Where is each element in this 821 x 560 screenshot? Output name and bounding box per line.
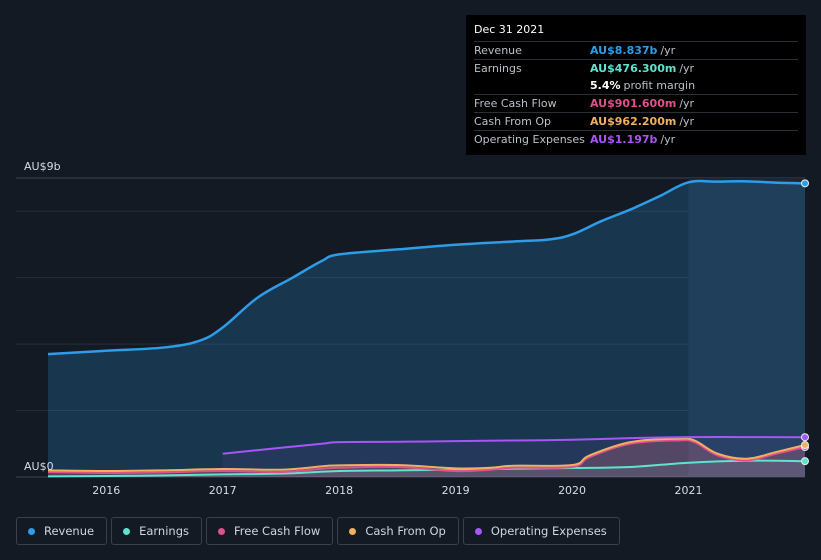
x-tick-label: 2017 [209, 484, 237, 497]
tooltip-row: Operating Expenses AU$1.197b/yr [474, 130, 798, 148]
legend-item-earnings[interactable]: Earnings [111, 517, 202, 545]
legend-item-free-cash-flow[interactable]: Free Cash Flow [206, 517, 334, 545]
earnings-end-marker [801, 457, 809, 466]
tooltip-row-unit: /yr [679, 97, 695, 110]
series-end-markers [801, 179, 809, 466]
earnings-line [47, 459, 806, 478]
legend-label: Cash From Op [365, 524, 446, 538]
legend-dot [474, 527, 482, 535]
operating-expenses-end-marker [801, 433, 809, 442]
series-areas [48, 180, 805, 477]
revenue-end-marker [801, 179, 809, 188]
tooltip-row-value: AU$901.600m [590, 97, 677, 110]
legend-label: Free Cash Flow [234, 524, 321, 538]
x-tick-label: 2016 [92, 484, 120, 497]
tooltip-row-value: AU$962.200m [590, 115, 677, 128]
legend-dot [349, 527, 357, 535]
legend-dot [28, 527, 35, 535]
tooltip-row-label: Free Cash Flow [474, 97, 557, 110]
tooltip-row: Free Cash Flow AU$901.600m/yr [474, 94, 798, 112]
free-cash-flow-line [47, 439, 806, 475]
tooltip-row-value: AU$1.197b [590, 133, 658, 146]
tooltip-row-label: Earnings [474, 62, 522, 75]
legend-item-cash-from-op[interactable]: Cash From Op [337, 517, 459, 545]
legend: Revenue Earnings Free Cash Flow Cash From O… [16, 517, 624, 545]
tooltip-rows: Revenue AU$8.837b/yr Earnings AU$476.300m/y… [474, 41, 798, 148]
revenue-line [47, 179, 806, 356]
tooltip-row-unit: profit margin [623, 79, 696, 92]
operating-expenses-line [222, 436, 806, 455]
series-lines [47, 179, 806, 478]
gridlines [16, 177, 805, 478]
tooltip-row: Cash From Op AU$962.200m/yr [474, 112, 798, 130]
earnings-area [48, 460, 805, 477]
legend-label: Operating Expenses [490, 524, 607, 538]
tooltip-panel: Dec 31 2021 Revenue AU$8.837b/yr Earnings A… [466, 15, 806, 155]
tooltip-row-unit: /yr [660, 44, 676, 57]
tooltip-row-label: Operating Expenses [474, 133, 585, 146]
tooltip-row: Earnings AU$476.300m/yr [474, 59, 798, 77]
revenue-area [48, 180, 805, 477]
legend-dot [218, 527, 225, 535]
legend-label: Revenue [44, 524, 95, 538]
tooltip-row-label: Revenue [474, 44, 522, 57]
x-axis-ticks: 2016 2017 2018 2019 2020 2021 [92, 484, 702, 497]
legend-item-revenue[interactable]: Revenue [16, 517, 108, 545]
tooltip-row-unit: /yr [660, 133, 676, 146]
tooltip-row-value: 5.4% [590, 79, 621, 92]
legend-dot [123, 527, 131, 535]
tooltip-row-value: AU$8.837b [590, 44, 658, 57]
x-tick-label: 2020 [558, 484, 586, 497]
tooltip-row-label: Cash From Op [474, 115, 552, 128]
tooltip-row-unit: /yr [679, 62, 695, 75]
tooltip-row: 5.4% profit margin [474, 77, 798, 94]
y-axis-top-label: AU$9b [24, 160, 61, 173]
tooltip-date: Dec 31 2021 [474, 23, 545, 36]
tooltip-row: Revenue AU$8.837b/yr [474, 41, 798, 59]
legend-item-operating-expenses[interactable]: Operating Expenses [462, 517, 620, 545]
cash-from-op-line [47, 437, 806, 473]
tooltip-row-unit: /yr [679, 115, 695, 128]
y-axis-bottom-label: AU$0 [24, 460, 54, 473]
legend-label: Earnings [139, 524, 189, 538]
x-tick-label: 2019 [442, 484, 470, 497]
highlight-region [688, 178, 805, 477]
x-tick-label: 2021 [675, 484, 703, 497]
x-tick-label: 2018 [325, 484, 353, 497]
tooltip-row-value: AU$476.300m [590, 62, 677, 75]
cash-from-op-end-marker [801, 441, 809, 450]
